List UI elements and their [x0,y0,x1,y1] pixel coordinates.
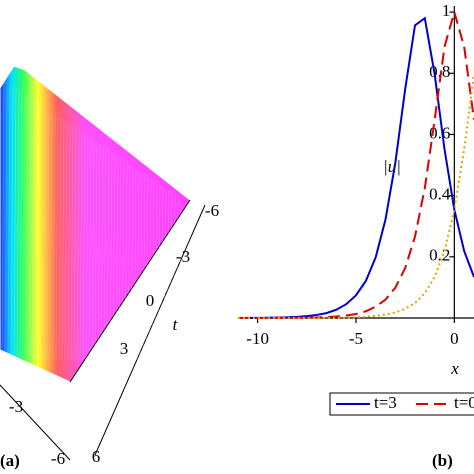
y-tick-label: 6 [92,447,101,466]
surface-stripe [7,83,11,361]
surface-stripe [121,159,125,361]
surface-stripe [97,143,101,361]
surface-stripe [55,115,59,361]
surface-stripe [172,193,176,361]
surface-stripe [100,145,104,361]
line-series [237,8,474,319]
surface-stripe [130,165,134,361]
surface-stripe [148,177,152,361]
surface-stripe [166,189,170,361]
surface-stripe [19,91,23,361]
surface-stripe [40,105,44,361]
surface-stripe [178,197,182,361]
surface-stripe [91,139,95,361]
surface-stripe [82,133,86,361]
surface-plot [0,65,206,461]
y-tick-label: 0 [146,291,155,310]
y-tick-label: 0.2 [429,246,450,265]
surface-stripe [112,153,116,361]
surface-stripe [142,173,146,361]
surface-stripe [43,107,47,361]
surface-stripe [79,131,83,361]
axis-label: t [173,315,179,334]
y-tick-label: 1 [442,1,451,20]
surface-stripe [154,181,158,361]
surface-stripe [34,101,38,361]
axis-line [94,204,206,456]
y-tick-label: 3 [120,339,129,358]
surface-stripe [139,171,143,361]
surface-stripe [76,129,80,361]
surface-stripe [61,119,65,361]
caption: (b) [432,451,453,470]
surface-stripe [85,135,89,361]
surface-stripe [4,81,8,361]
plot-area [237,8,474,319]
surface-stripe [16,89,20,361]
surface-stripe [73,127,77,361]
surface-stripe [70,125,74,361]
surface-stripe [13,87,17,361]
y-tick-label: -6 [205,201,219,220]
x-tick-label: -5 [349,329,363,348]
surface-stripe [64,121,68,361]
surface-stripe [106,149,110,361]
surface-stripe [46,109,50,361]
x-tick-label: -6 [51,449,65,468]
caption: (a) [0,451,20,470]
surface-stripe [94,141,98,361]
legend-label: t=0 [454,393,474,412]
y-tick-label: -3 [176,247,190,266]
surface-stripe [88,137,92,361]
y-tick-label: 0.4 [429,185,451,204]
surface-stripe [58,117,62,361]
surface-stripe [67,123,71,361]
surface-stripe [124,161,128,361]
surface-stripe [157,183,161,361]
surface-stripe [49,111,53,361]
surface-stripe [175,195,179,361]
surface-stripe [127,163,131,361]
x-axis-label: x [450,359,459,378]
x-tick-label: -10 [246,329,269,348]
axis-line [0,384,71,461]
surface-stripe [10,85,14,361]
surface-stripe [118,157,122,361]
surface-stripe [1,79,5,361]
surface-stripe [169,191,173,361]
surface-stripe [109,151,113,361]
surface-stripe [103,147,107,361]
legend-label: t=3 [374,393,397,412]
surface-stripe [31,99,35,361]
surface-stripe [115,155,119,361]
x-tick-label: 0 [450,329,459,348]
surface-stripe [133,167,137,361]
surface-stripe [52,113,56,361]
surface-stripe [160,185,164,361]
surface-stripe [25,95,29,361]
surface-stripe [28,97,32,361]
surface-stripe [145,175,149,361]
surface-stripe [151,179,155,361]
legend-box [329,392,474,416]
axis-line [69,199,191,383]
x-tick-label: -3 [9,397,23,416]
surface-stripe [163,187,167,361]
surface-stripe [37,103,41,361]
y-axis-label: |u| [383,157,401,176]
surface-stripe [22,93,26,361]
surface-stripe [136,169,140,361]
